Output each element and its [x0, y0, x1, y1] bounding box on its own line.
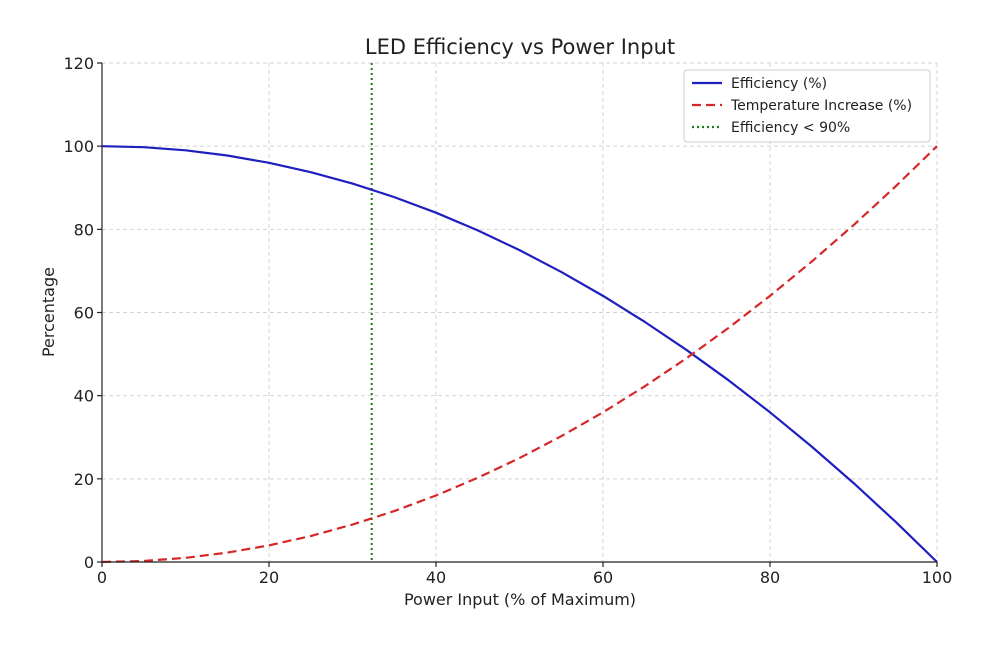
y-tick-label: 0 — [84, 553, 94, 572]
legend: Efficiency (%) Temperature Increase (%) Ef… — [683, 69, 931, 143]
y-tick-label: 40 — [74, 387, 94, 406]
x-axis-label: Power Input (% of Maximum) — [404, 590, 636, 609]
legend-label: Efficiency < 90% — [731, 120, 850, 136]
legend-box — [683, 69, 931, 143]
y-tick-label: 120 — [63, 54, 94, 73]
y-tick-label: 100 — [63, 137, 94, 156]
x-tick-label: 60 — [593, 568, 613, 587]
y-tick-label: 80 — [74, 220, 94, 239]
x-tick-label: 100 — [922, 568, 953, 587]
x-tick-label: 20 — [259, 568, 279, 587]
temperature-series-line — [101, 145, 938, 564]
chart-title: LED Efficiency vs Power Input — [365, 35, 675, 59]
legend-label: Efficiency (%) — [731, 76, 827, 92]
legend-label: Temperature Increase (%) — [730, 98, 912, 114]
x-tick-label: 80 — [760, 568, 780, 587]
y-axis-ticks: 0 20 40 60 80 100 120 — [63, 54, 102, 572]
y-axis-label: Percentage — [39, 267, 58, 357]
y-tick-label: 60 — [74, 304, 94, 323]
y-tick-label: 20 — [74, 470, 94, 489]
efficiency-series-line — [101, 145, 938, 563]
x-tick-label: 0 — [97, 568, 107, 587]
legend-items: Efficiency (%) Temperature Increase (%) Ef… — [692, 76, 912, 136]
x-axis-ticks: 0 20 40 60 80 100 — [97, 562, 952, 587]
x-tick-label: 40 — [426, 568, 446, 587]
series-lines — [101, 145, 938, 564]
